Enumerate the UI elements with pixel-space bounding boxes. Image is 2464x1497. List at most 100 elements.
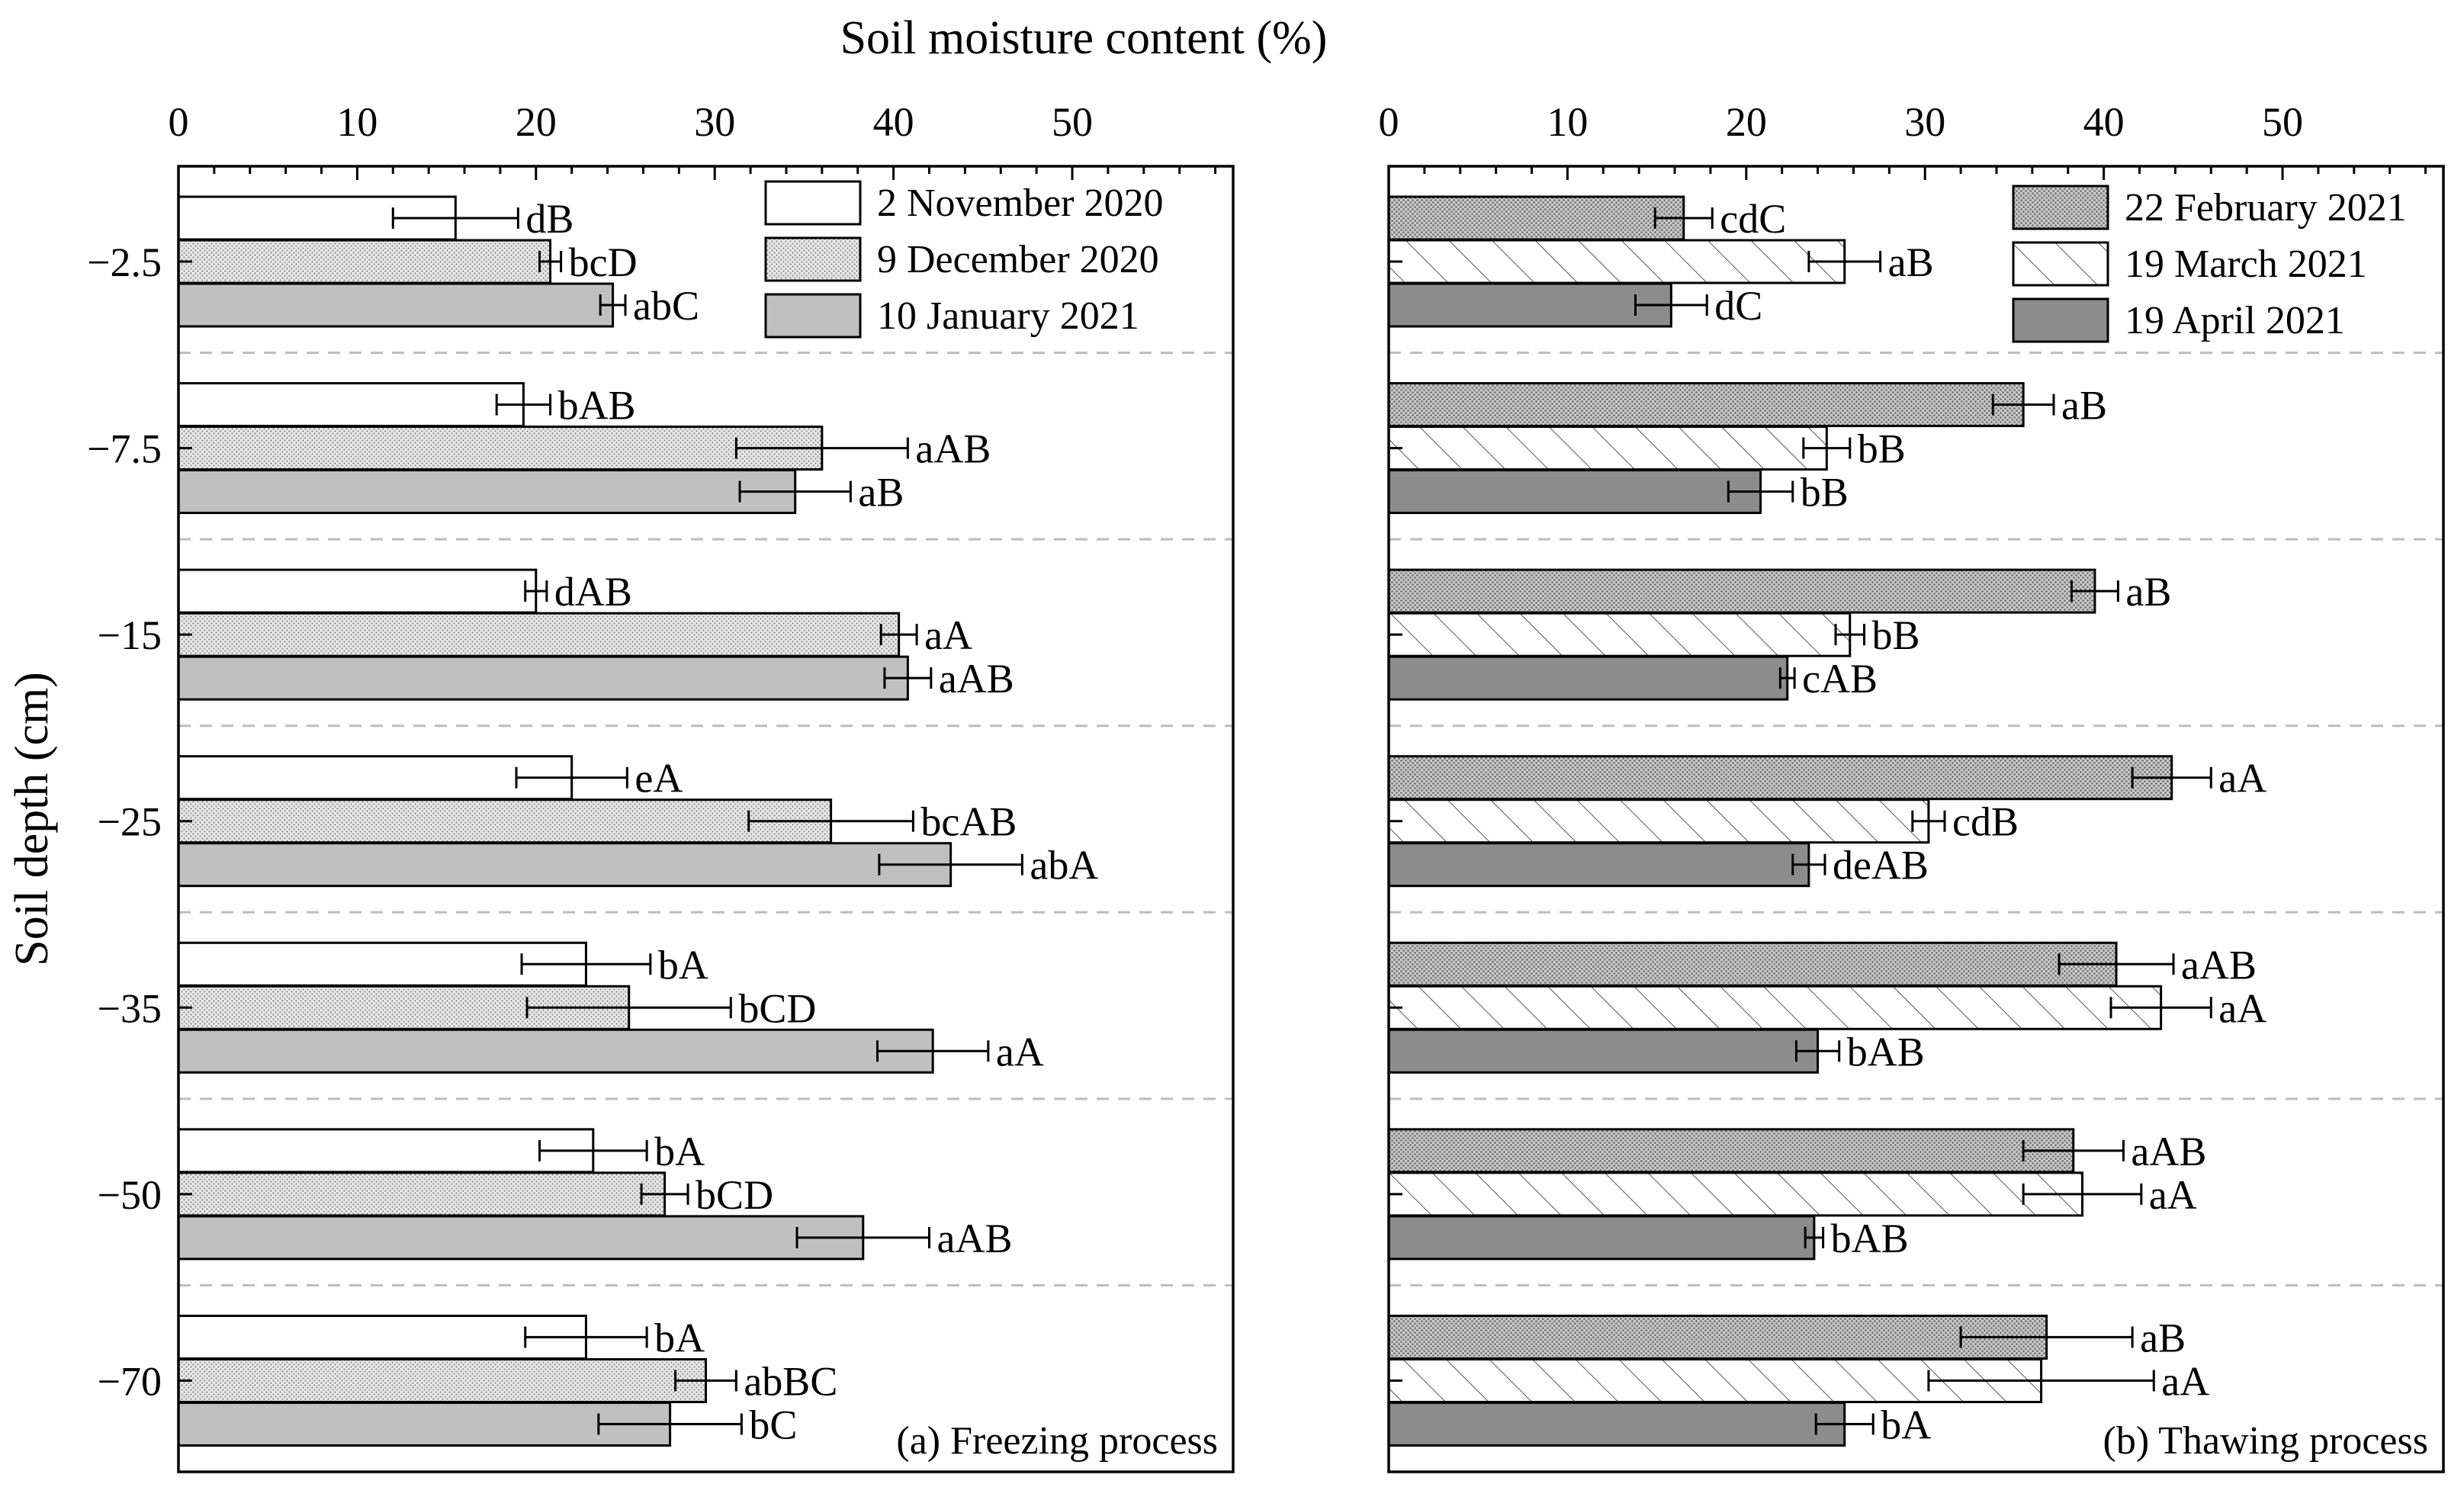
data-label: deAB: [1833, 843, 1929, 888]
data-label: cAB: [1802, 656, 1878, 702]
data-label: abC: [633, 283, 699, 329]
legend-label: 19 April 2021: [2125, 299, 2345, 342]
panel-label: (a) Freezing process: [896, 1419, 1218, 1463]
bar: [177, 1028, 934, 1074]
data-label: bB: [1858, 426, 1906, 472]
data-label: abBC: [744, 1358, 837, 1404]
bar: [1387, 1314, 2048, 1360]
bar: [177, 382, 525, 428]
y-tick-label: −70: [98, 1358, 162, 1404]
y-axis-title: Soil depth (cm): [6, 672, 58, 966]
bar: [1387, 1401, 1846, 1447]
bar: [1387, 1028, 1820, 1074]
plot-frame: [177, 165, 1235, 1473]
x-tick-label: 40: [2083, 99, 2125, 145]
bar: [1387, 798, 1930, 844]
bar: [1387, 282, 1672, 328]
bar: [1387, 195, 1685, 241]
bar: [177, 612, 901, 657]
legend-swatch: [764, 236, 862, 282]
bar: [177, 798, 833, 844]
data-label: aAB: [2181, 942, 2257, 988]
x-axis-title: Soil moisture content (%): [840, 12, 1328, 64]
data-label: dB: [525, 196, 573, 242]
data-label: aB: [1888, 239, 1934, 285]
x-tick-label: 0: [169, 99, 189, 145]
bar: [1387, 1128, 2075, 1174]
bar: [1387, 612, 1852, 657]
x-tick-label: 30: [1904, 99, 1945, 145]
data-label: aA: [924, 612, 972, 658]
data-label: aB: [2125, 569, 2171, 615]
y-tick-label: −50: [98, 1172, 162, 1218]
data-label: bB: [1801, 470, 1849, 516]
bar: [177, 655, 909, 701]
bar: [177, 469, 797, 515]
data-label: aB: [2061, 383, 2107, 429]
data-label: bAB: [558, 383, 636, 429]
data-label: bcAB: [920, 799, 1017, 845]
data-label: bA: [1881, 1402, 1931, 1447]
data-label: aAB: [937, 1216, 1013, 1261]
legend-label: 19 March 2021: [2125, 243, 2367, 286]
legend-label: 22 February 2021: [2125, 186, 2407, 230]
bar: [177, 941, 587, 987]
plot-frame: [1387, 165, 2445, 1473]
data-label: bcD: [569, 239, 638, 285]
y-tick-label: −35: [98, 985, 162, 1031]
bar: [177, 1171, 667, 1217]
legend-swatch: [764, 293, 862, 339]
data-label: aA: [996, 1029, 1044, 1075]
data-label: aA: [2218, 985, 2266, 1031]
data-label: bA: [654, 1315, 705, 1360]
x-tick-label: 50: [1052, 99, 1093, 145]
data-label: eA: [634, 756, 683, 802]
bar: [177, 426, 824, 471]
panel-freezing: dBbcDabCbABaABaBdABaAaABeAbcABabAbAbCDaA…: [87, 99, 1235, 1473]
bar: [177, 282, 615, 328]
data-label: aAB: [939, 656, 1014, 702]
data-label: dC: [1714, 283, 1762, 329]
data-label: aA: [2218, 756, 2266, 802]
x-tick-label: 50: [2262, 99, 2303, 145]
x-tick-label: 20: [1726, 99, 1767, 145]
data-label: aAB: [2131, 1129, 2206, 1174]
bar: [177, 842, 953, 888]
bar: [1387, 1215, 1816, 1261]
x-tick-label: 0: [1379, 99, 1399, 145]
bar: [177, 1215, 865, 1261]
data-label: dAB: [554, 569, 632, 615]
bar: [177, 1357, 707, 1403]
legend-label: 10 January 2021: [877, 294, 1139, 338]
bar: [177, 568, 538, 614]
data-label: cdC: [1720, 196, 1786, 242]
y-tick-label: −2.5: [87, 239, 162, 285]
y-tick-label: −7.5: [87, 426, 162, 472]
bar: [177, 1128, 595, 1174]
bar: [1387, 1171, 2083, 1217]
bar: [1387, 985, 2163, 1030]
bar: [1387, 239, 1846, 284]
data-label: bCD: [738, 985, 816, 1031]
bar: [177, 1401, 672, 1447]
data-label: bAB: [1847, 1029, 1925, 1075]
bar: [1387, 382, 2025, 428]
panel-thawing: cdCaBdCaBbBbBaBbBcABaAcdBdeABaABaAbABaAB…: [1379, 99, 2445, 1473]
data-label: bCD: [696, 1172, 773, 1218]
data-label: aB: [858, 470, 904, 516]
x-tick-label: 10: [1547, 99, 1588, 145]
x-tick-label: 20: [516, 99, 557, 145]
legend-swatch: [2012, 297, 2109, 343]
data-label: bA: [658, 942, 708, 988]
bar: [177, 755, 573, 801]
data-label: aA: [2149, 1172, 2197, 1218]
legend-label: 9 December 2020: [877, 238, 1159, 281]
bar: [1387, 655, 1789, 701]
data-label: bB: [1872, 612, 1920, 658]
panel-label: (b) Thawing process: [2103, 1419, 2429, 1463]
bar: [1387, 568, 2096, 614]
data-label: bA: [654, 1129, 705, 1174]
bar: [1387, 842, 1810, 888]
legend-swatch: [2012, 241, 2109, 287]
